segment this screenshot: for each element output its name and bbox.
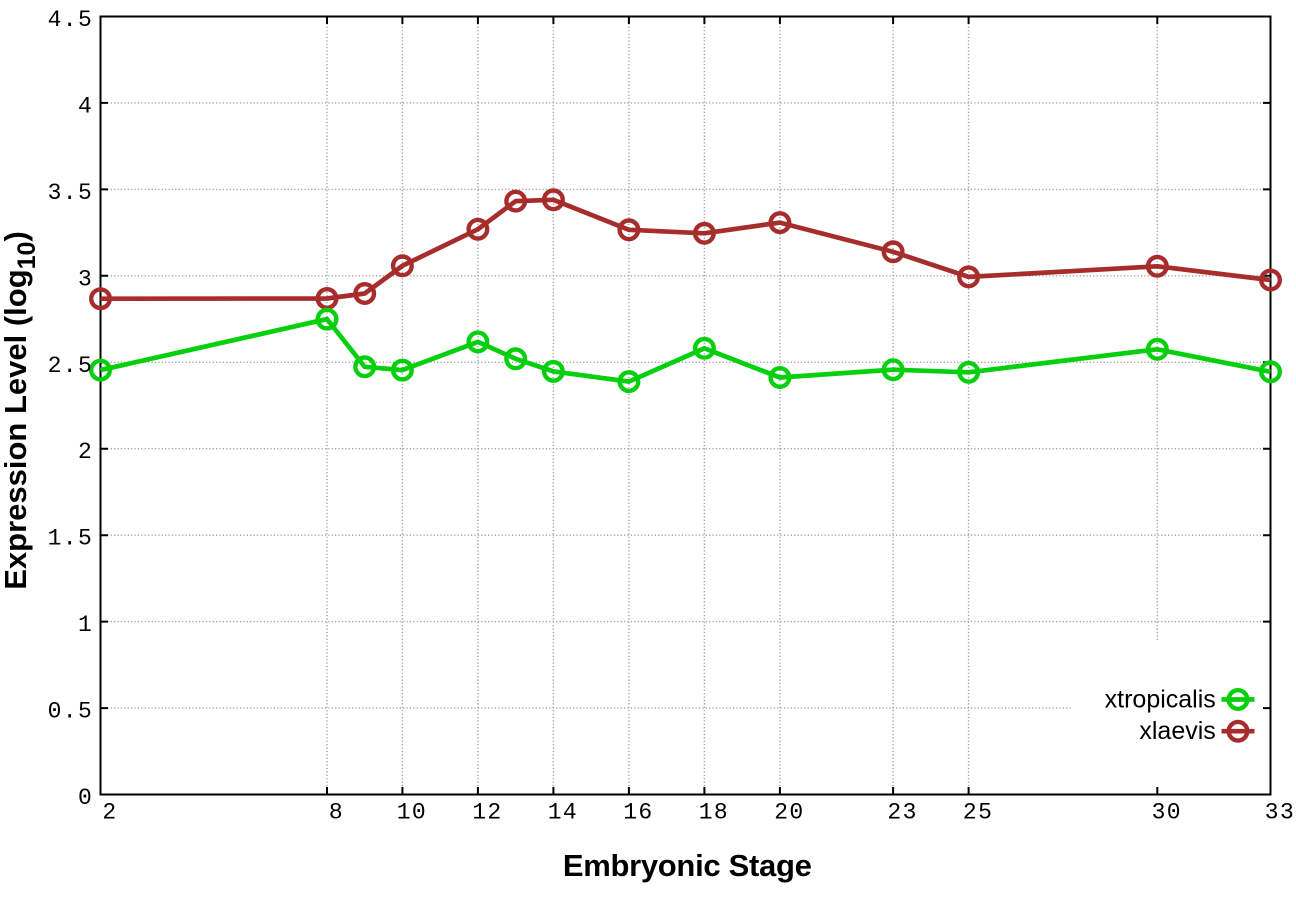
svg-text:2: 2	[78, 439, 93, 465]
svg-text:2: 2	[102, 800, 117, 826]
svg-text:0: 0	[78, 785, 93, 811]
svg-text:25: 25	[963, 800, 993, 826]
svg-text:18: 18	[699, 800, 729, 826]
svg-text:30: 30	[1152, 800, 1182, 826]
svg-text:20: 20	[774, 800, 804, 826]
svg-text:16: 16	[623, 800, 653, 826]
svg-text:0.5: 0.5	[48, 699, 94, 725]
svg-text:1.5: 1.5	[48, 526, 94, 552]
svg-text:Embryonic Stage: Embryonic Stage	[563, 848, 812, 883]
svg-text:3.5: 3.5	[48, 180, 94, 206]
svg-text:4.5: 4.5	[48, 7, 94, 33]
svg-text:xtropicalis: xtropicalis	[1105, 686, 1216, 714]
svg-text:10: 10	[397, 800, 427, 826]
svg-text:xlaevis: xlaevis	[1139, 717, 1215, 745]
svg-text:23: 23	[887, 800, 917, 826]
svg-text:8: 8	[329, 800, 344, 826]
svg-text:2.5: 2.5	[48, 353, 94, 379]
svg-text:12: 12	[472, 800, 502, 826]
svg-text:14: 14	[548, 800, 578, 826]
svg-text:33: 33	[1265, 800, 1295, 826]
svg-text:4: 4	[78, 93, 93, 119]
svg-text:3: 3	[78, 266, 93, 292]
svg-text:1: 1	[78, 612, 93, 638]
